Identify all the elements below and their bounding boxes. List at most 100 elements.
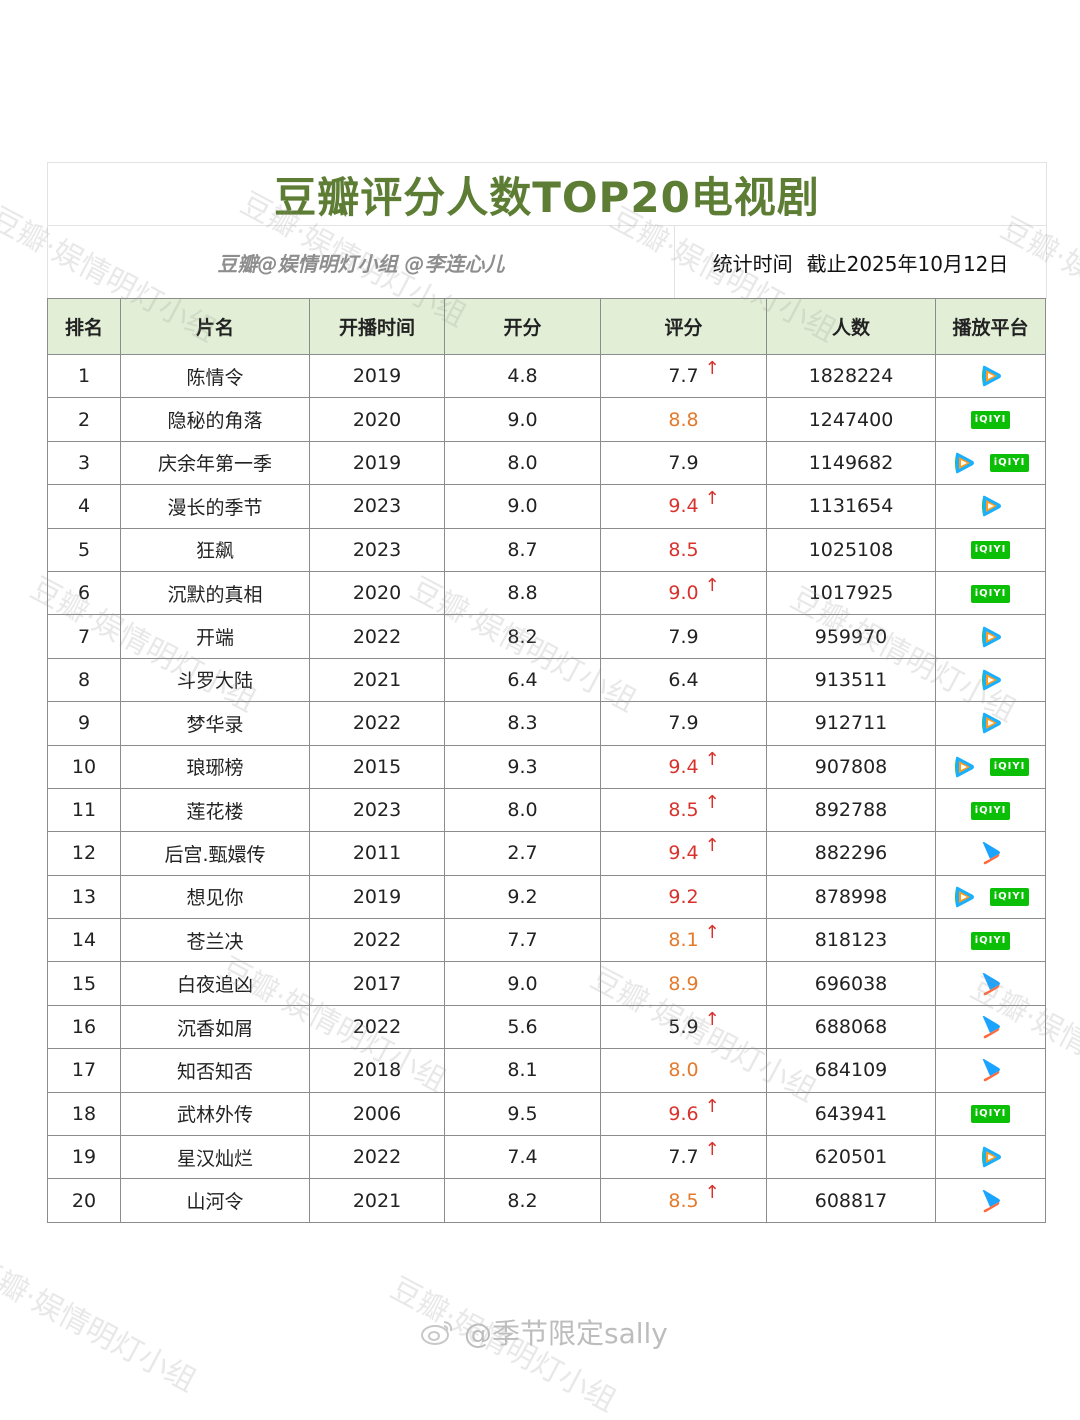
platform-cell: [935, 961, 1046, 1006]
rank-cell: 18: [47, 1091, 121, 1137]
score-up-arrow-icon: ↑: [704, 1139, 720, 1161]
score-value: 7.9: [668, 625, 699, 648]
stat-time-cell: 统计时间 截止2025年10月12日: [675, 226, 1046, 298]
title-cell: 武林外传: [120, 1091, 310, 1137]
year-cell: 2019: [309, 440, 445, 486]
rank-cell: 17: [47, 1048, 121, 1093]
title-cell: 隐秘的角落: [120, 397, 310, 442]
year-cell: 2022: [309, 701, 445, 746]
count-cell: 913511: [766, 657, 936, 703]
score-up-arrow-icon: ↑: [704, 1182, 720, 1204]
platform-logos: iQIYI: [970, 801, 1011, 820]
title-cell: 后宫.甄嬛传: [120, 831, 310, 876]
score-cell: 8.9: [600, 961, 767, 1006]
open-score-cell: 5.6: [444, 1004, 601, 1050]
rank-cell: 2: [47, 397, 121, 442]
platform-logos: [980, 1015, 1002, 1039]
open-score-cell: 9.3: [444, 744, 601, 789]
open-score-cell: 9.0: [444, 484, 601, 529]
platform-cell: [935, 1004, 1046, 1050]
rank-cell: 8: [47, 657, 121, 703]
open-score-cell: 8.3: [444, 701, 601, 746]
score-up-arrow-icon: ↑: [704, 791, 720, 813]
count-cell: 696038: [766, 961, 936, 1006]
platform-logos: [980, 972, 1002, 996]
youku-icon: [982, 1059, 1000, 1082]
platform-logos: [980, 841, 1002, 865]
count-cell: 878998: [766, 874, 936, 920]
title-cell: 星汉灿烂: [120, 1135, 310, 1180]
title-cell: 苍兰决: [120, 918, 310, 963]
table-row: 3 庆余年第一季 2019 8.0 7.9 1149682 iQIYI: [47, 440, 1046, 486]
iqiyi-logo-icon: iQIYI: [970, 541, 1011, 560]
year-cell: 2022: [309, 918, 445, 963]
score-value: 8.0: [668, 1059, 699, 1082]
score-cell: 8.5: [600, 527, 767, 572]
score-up-arrow-icon: ↑: [704, 1095, 720, 1117]
score-value: 8.5: [668, 799, 699, 822]
count-cell: 892788: [766, 787, 936, 833]
score-cell: 9.4 ↑: [600, 831, 767, 876]
score-cell: 9.0 ↑: [600, 570, 767, 616]
open-score-cell: 8.0: [444, 787, 601, 833]
platform-cell: [935, 1048, 1046, 1093]
rank-cell: 6: [47, 570, 121, 616]
score-cell: 7.7 ↑: [600, 1135, 767, 1180]
score-cell: 7.9: [600, 440, 767, 486]
score-value: 6.4: [668, 668, 699, 691]
platform-cell: [935, 701, 1046, 746]
score-up-arrow-icon: ↑: [704, 358, 720, 379]
title-cell: 陈情令: [120, 353, 310, 399]
table-header-block: 豆瓣评分人数TOP20电视剧 豆瓣@娱情明灯小组 @李连心儿 统计时间 截止20…: [47, 162, 1047, 299]
platform-logos: [979, 364, 1003, 388]
table-row: 2 隐秘的角落 2020 9.0 8.8 1247400 iQIYI: [47, 397, 1046, 442]
title-cell: 琅琊榜: [120, 744, 310, 789]
score-cell: 9.2: [600, 874, 767, 920]
platform-cell: iQIYI: [935, 874, 1046, 920]
platform-logos: [979, 625, 1003, 649]
col-header-score: 评分: [600, 298, 767, 355]
platform-cell: iQIYI: [935, 570, 1046, 616]
page-title: 豆瓣评分人数TOP20电视剧: [274, 172, 820, 222]
title-cell: 想见你: [120, 874, 310, 920]
score-value: 7.9: [668, 451, 699, 474]
count-cell: 1247400: [766, 397, 936, 442]
platform-logos: iQIYI: [970, 584, 1011, 603]
score-value: 5.9: [668, 1016, 699, 1039]
score-value: 7.9: [668, 712, 699, 735]
open-score-cell: 9.5: [444, 1091, 601, 1137]
year-cell: 2023: [309, 527, 445, 572]
platform-cell: iQIYI: [935, 744, 1046, 789]
platform-logos: iQIYI: [952, 755, 1030, 779]
count-cell: 959970: [766, 614, 936, 659]
iqiyi-logo-icon: iQIYI: [989, 887, 1030, 906]
table-row: 7 开端 2022 8.2 7.9 959970: [47, 614, 1046, 659]
stat-time-date: 截止2025年10月12日: [806, 251, 1009, 276]
iqiyi-logo-icon: iQIYI: [970, 584, 1011, 603]
youku-icon: [982, 842, 1000, 865]
col-header-rank: 排名: [47, 298, 121, 355]
score-up-arrow-icon: ↑: [704, 488, 720, 510]
youku-icon: [982, 1189, 1000, 1212]
score-cell: 8.5 ↑: [600, 1178, 767, 1223]
rank-cell: 19: [47, 1135, 121, 1180]
platform-cell: [935, 484, 1046, 529]
platform-cell: [935, 353, 1046, 399]
score-value: 8.5: [668, 538, 699, 561]
col-header-platform: 播放平台: [935, 298, 1046, 355]
score-value: 9.4: [668, 495, 699, 518]
platform-cell: iQIYI: [935, 918, 1046, 963]
year-cell: 2023: [309, 484, 445, 529]
table-header-row: 排名 片名 开播时间 开分 评分 人数 播放平台: [47, 298, 1046, 355]
count-cell: 882296: [766, 831, 936, 876]
year-cell: 2019: [309, 874, 445, 920]
year-cell: 2018: [309, 1048, 445, 1093]
open-score-cell: 9.0: [444, 397, 601, 442]
count-cell: 1149682: [766, 440, 936, 486]
platform-logos: [979, 668, 1003, 692]
ranking-table: 排名 片名 开播时间 开分 评分 人数 播放平台 1 陈情令 2019 4.8 7.7 ↑…: [47, 298, 1046, 1223]
score-value: 7.7: [668, 1146, 699, 1169]
footer-signature: @季节限定sally: [420, 1312, 668, 1352]
count-cell: 620501: [766, 1135, 936, 1180]
platform-logos: iQIYI: [970, 1105, 1011, 1124]
